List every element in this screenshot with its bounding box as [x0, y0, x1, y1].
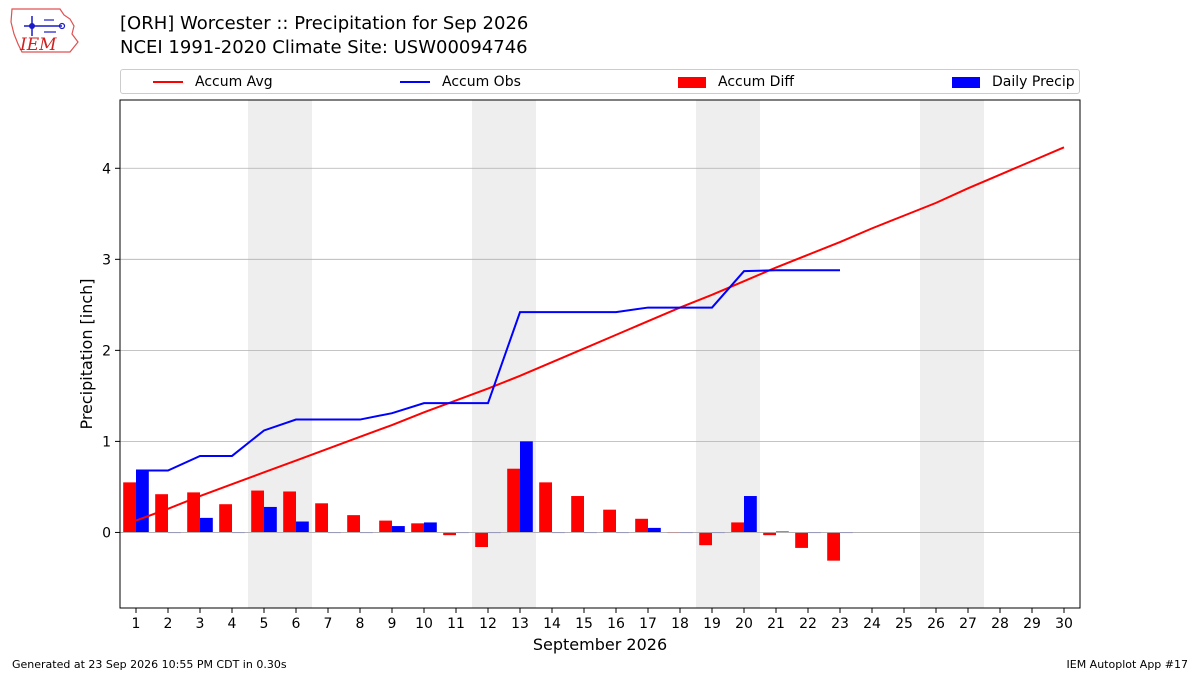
x-tick-label-21: 21	[767, 616, 785, 632]
y-tick-label-1: 1	[102, 434, 111, 450]
x-tick-label-18: 18	[671, 616, 689, 632]
legend-label-accum-obs: Accum Obs	[442, 74, 521, 90]
daily-precip-bar-6	[296, 521, 309, 533]
svg-text:IEM: IEM	[19, 35, 57, 55]
x-tick-label-14: 14	[543, 616, 561, 632]
y-axis-label: Precipitation [inch]	[77, 278, 96, 429]
accum-diff-bar-12	[475, 532, 488, 548]
accum-diff-bar-9	[379, 520, 392, 533]
daily-precip-bar-17	[648, 527, 661, 533]
x-tick-label-26: 26	[927, 616, 945, 632]
legend-swatch-accum-avg	[153, 81, 183, 83]
plot-frame	[119, 99, 1081, 609]
daily-precip-bar-1	[136, 470, 149, 533]
daily-precip-bar-5	[264, 506, 277, 533]
accum-diff-bar-8	[347, 515, 360, 533]
accum-diff-bar-15	[571, 496, 584, 533]
legend-swatch-accum-diff	[678, 76, 706, 88]
x-tick-label-7: 7	[324, 616, 333, 632]
daily-precip-bar-9	[392, 526, 405, 533]
daily-precip-bar-10	[424, 522, 437, 533]
y-tick-label-2: 2	[102, 343, 111, 359]
x-tick-label-24: 24	[863, 616, 881, 632]
y-tick-label-0: 0	[102, 525, 111, 541]
x-tick-label-4: 4	[228, 616, 237, 632]
accum-diff-bar-4	[219, 504, 232, 533]
accum-obs-line	[136, 269, 840, 472]
legend-label-accum-diff: Accum Diff	[718, 74, 795, 90]
accum-diff-bar-6	[283, 491, 296, 533]
y-tick-label-4: 4	[102, 161, 111, 177]
x-tick-label-20: 20	[735, 616, 753, 632]
accum-diff-bar-1	[123, 482, 136, 533]
weekend-shade-26	[920, 100, 952, 608]
x-tick-label-9: 9	[388, 616, 397, 632]
x-tick-label-30: 30	[1055, 616, 1073, 632]
accum-diff-bar-23	[827, 532, 840, 561]
accum-diff-bar-3	[187, 492, 200, 533]
accum-diff-bar-5	[251, 490, 264, 533]
weekend-shade-19	[696, 100, 728, 608]
accum-diff-bar-13	[507, 468, 520, 533]
x-tick-label-22: 22	[799, 616, 817, 632]
weekend-shade-27	[952, 100, 984, 608]
x-tick-label-16: 16	[607, 616, 625, 632]
accum-diff-bar-14	[539, 482, 552, 533]
x-tick-label-17: 17	[639, 616, 657, 632]
legend-label-daily-precip: Daily Precip	[992, 74, 1075, 90]
legend-label-accum-avg: Accum Avg	[195, 74, 273, 90]
x-tick-label-8: 8	[356, 616, 365, 632]
x-tick-label-5: 5	[260, 616, 269, 632]
legend-swatch-accum-obs	[400, 81, 430, 83]
accum-avg-line	[135, 146, 1065, 522]
accum-diff-bar-7	[315, 503, 328, 533]
x-tick-label-19: 19	[703, 616, 721, 632]
iem-logo: IEM	[8, 6, 80, 58]
chart-subtitle: NCEI 1991-2020 Climate Site: USW00094746	[120, 37, 528, 58]
x-tick-label-15: 15	[575, 616, 593, 632]
daily-precip-bar-3	[200, 517, 213, 533]
daily-precip-bar-21	[776, 531, 789, 533]
x-tick-label-10: 10	[415, 616, 433, 632]
x-tick-label-25: 25	[895, 616, 913, 632]
accum-diff-bar-22	[795, 532, 808, 548]
accum-diff-bar-16	[603, 509, 616, 533]
x-axis-label: September 2026	[533, 635, 667, 654]
x-tick-label-27: 27	[959, 616, 977, 632]
legend-swatch-daily-precip	[952, 76, 980, 88]
accum-diff-bar-20	[731, 522, 744, 533]
legend-item-accum-diff: Accum Diff	[678, 73, 794, 91]
x-tick-label-3: 3	[196, 616, 205, 632]
y-tick-label-3: 3	[102, 252, 111, 268]
x-tick-label-11: 11	[447, 616, 465, 632]
accum-diff-bar-2	[155, 494, 168, 533]
accum-diff-bar-10	[411, 523, 424, 533]
accum-diff-bar-21	[763, 532, 776, 536]
accum-diff-bar-17	[635, 518, 648, 533]
x-tick-label-12: 12	[479, 616, 497, 632]
legend-item-daily-precip: Daily Precip	[952, 73, 1075, 91]
chart-legend: Accum Avg Accum Obs Accum Diff Daily Pre…	[120, 69, 1080, 94]
x-tick-label-2: 2	[164, 616, 173, 632]
legend-item-accum-avg: Accum Avg	[153, 73, 273, 91]
x-tick-label-13: 13	[511, 616, 529, 632]
x-tick-label-29: 29	[1023, 616, 1041, 632]
accum-diff-bar-19	[699, 532, 712, 546]
x-tick-label-1: 1	[132, 616, 141, 632]
x-tick-label-28: 28	[991, 616, 1009, 632]
daily-precip-bar-13	[520, 441, 533, 533]
daily-precip-bar-20	[744, 496, 757, 533]
weekend-shade-12	[472, 100, 504, 608]
x-tick-label-23: 23	[831, 616, 849, 632]
footer-generated: Generated at 23 Sep 2026 10:55 PM CDT in…	[12, 658, 287, 671]
legend-item-accum-obs: Accum Obs	[400, 73, 521, 91]
accum-diff-bar-11	[443, 532, 456, 536]
chart-title: [ORH] Worcester :: Precipitation for Sep…	[120, 13, 529, 34]
footer-app-id: IEM Autoplot App #17	[1066, 658, 1189, 671]
x-tick-label-6: 6	[292, 616, 301, 632]
